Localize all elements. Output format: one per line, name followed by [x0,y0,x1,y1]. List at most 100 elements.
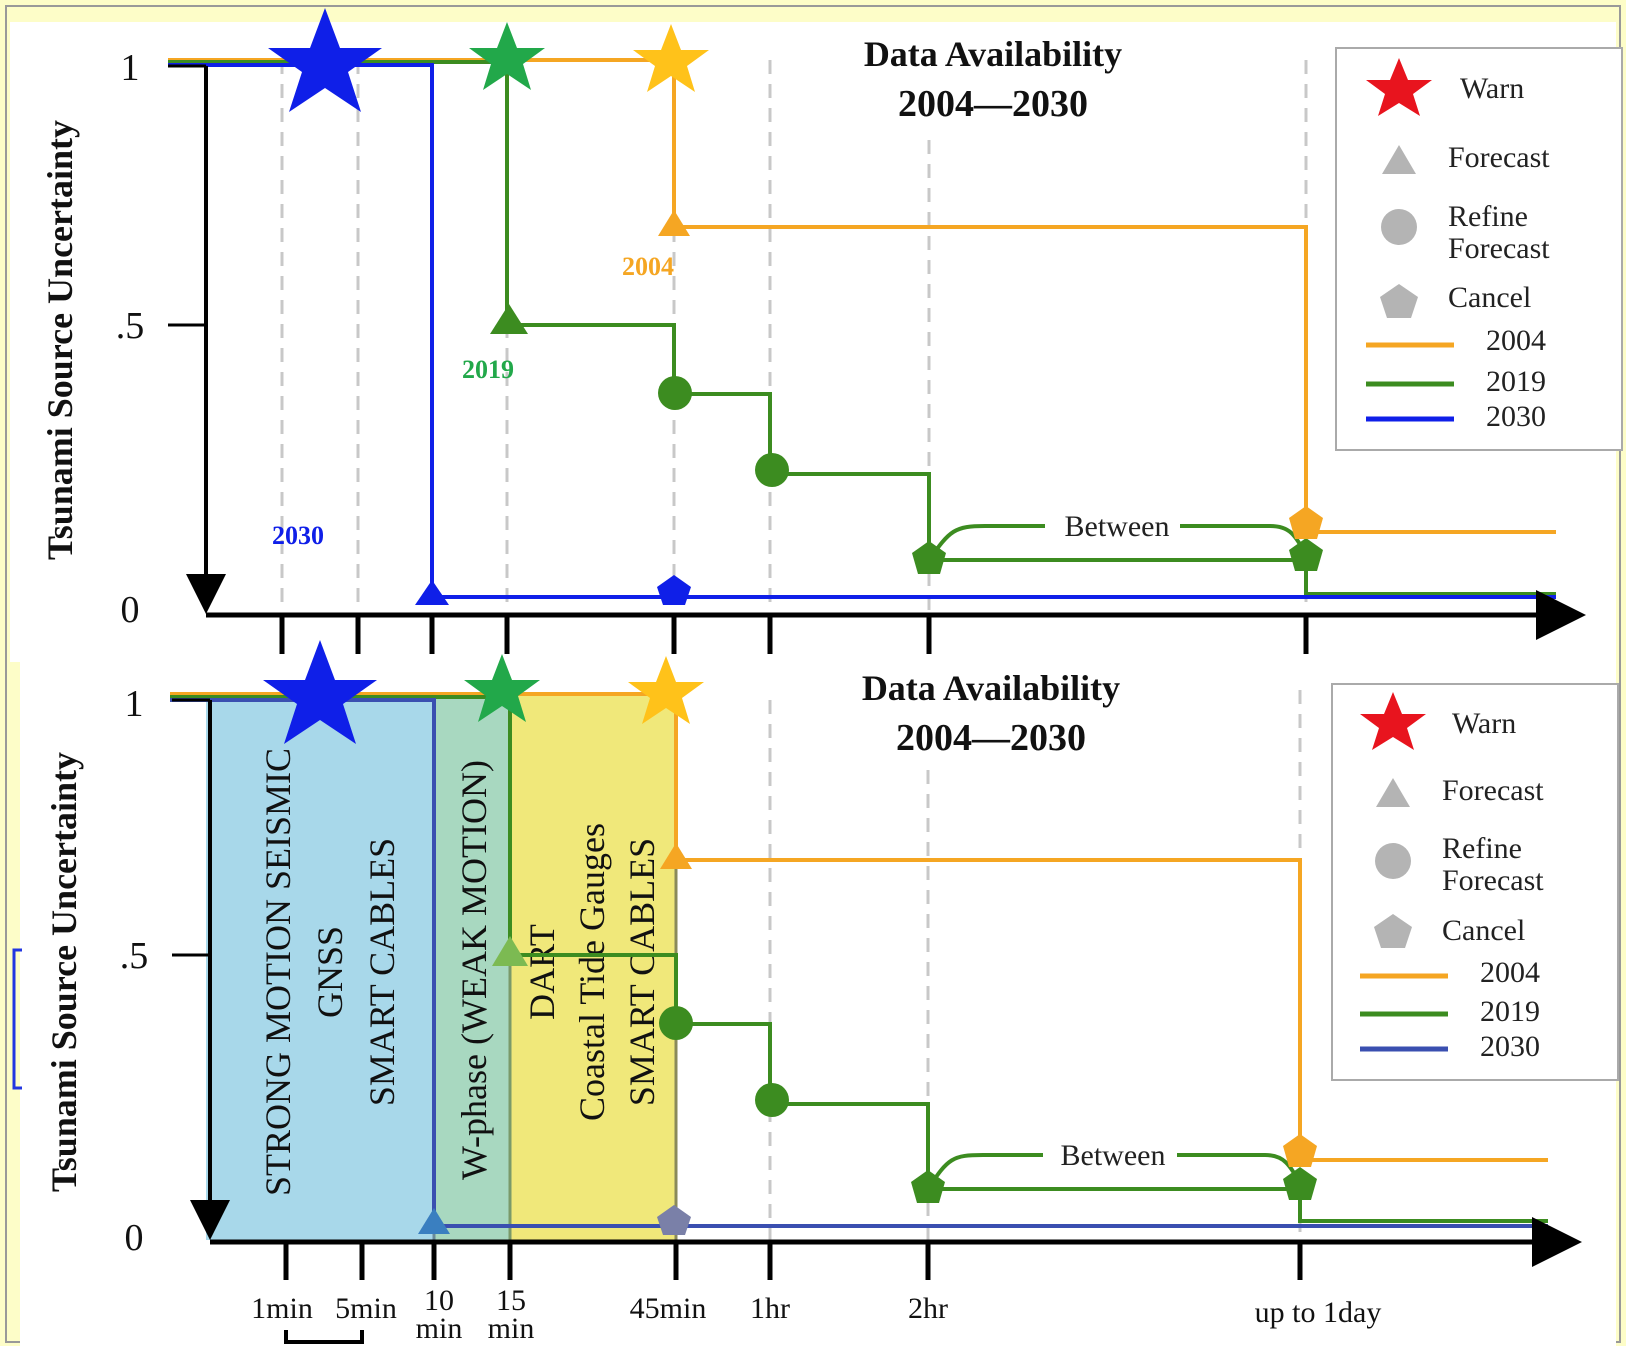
bottom-left-bracket [12,948,22,1090]
bottom-panel: STRONG MOTION SEISMIC GNSS SMART CABLES … [12,640,1619,1346]
top-ytick-label-1: 1 [121,47,140,89]
bottom-between-label: Between [1061,1139,1166,1172]
top-legend-2019-label: 2019 [1486,365,1546,398]
bottom-cancel-pentagon-2019-day [1283,1167,1317,1200]
top-chart-subtitle: 2004—2030 [898,83,1088,125]
xtick-label-15min-b: min [488,1312,535,1345]
xtick-label-10min-a: 10 [424,1284,454,1317]
top-chart-title: Data Availability [864,34,1122,74]
top-legend-2030-label: 2030 [1486,400,1546,433]
top-warn-star-2019 [469,22,545,90]
top-legend-refine-label-1: Refine [1448,200,1528,233]
bottom-refine-circle-2019-45min [659,1006,693,1040]
bottom-forecast-triangle-2019 [492,936,528,966]
top-legend-refine-icon [1381,209,1417,245]
top-x-ticks [279,615,1309,654]
xtick-label-5min: 5min [335,1292,397,1325]
bottom-cancel-pentagon-2004 [1283,1134,1317,1167]
xtick-label-1min: 1min [251,1292,313,1325]
top-legend-cancel-icon [1380,284,1418,318]
top-legend-2004-label: 2004 [1486,324,1546,357]
top-forecast-triangle-2004 [658,210,690,236]
bottom-x-ticks [283,1242,1303,1280]
top-series-2004 [168,58,1556,534]
top-legend: Warn Forecast Refine Forecast Cancel 200… [1335,47,1623,451]
bottom-region-wphase [434,696,510,1240]
top-cancel-pentagon-2004 [1289,506,1323,539]
bottom-legend-cancel-label: Cancel [1442,914,1525,947]
top-cancel-pentagon-2019-day [1289,538,1323,571]
top-refine-circle-2019-45min [658,376,692,410]
bottom-legend-2004-label: 2004 [1480,956,1540,989]
bottom-legend-forecast-label: Forecast [1442,774,1544,807]
bottom-region2-line1: W-phase (WEAK MOTION) [454,760,494,1180]
top-legend-cancel-label: Cancel [1448,281,1531,314]
bottom-legend-warn-icon [1360,692,1426,750]
bottom-cancel-pentagon-2030 [657,1205,691,1235]
top-warn-star-2030 [268,8,382,112]
x-bracket-1-5min [284,1330,364,1344]
top-ytick-label-half: .5 [116,305,145,347]
top-legend-warn-icon [1366,58,1432,116]
bottom-ytick-label-1: 1 [125,683,144,725]
xtick-label-2hr: 2hr [908,1292,948,1325]
bottom-region3-line2: Coastal Tide Gauges [572,823,612,1121]
top-warn-star-2004 [633,24,709,92]
bottom-region1-line2: GNSS [310,926,350,1018]
bottom-region1-line1: STRONG MOTION SEISMIC [258,748,298,1196]
bottom-warn-star-2019 [464,654,540,722]
bottom-legend-2030-label: 2030 [1480,1030,1540,1063]
xtick-label-1hr: 1hr [750,1292,790,1325]
bottom-forecast-triangle-2030 [418,1208,450,1234]
bottom-refine-circle-2019-1hr [755,1083,789,1117]
bottom-legend: Warn Forecast Refine Forecast Cancel 200… [1331,683,1619,1081]
top-forecast-triangle-2030 [415,580,449,605]
bottom-region-dart [510,694,676,1240]
bottom-region3-line3: SMART CABLES [622,838,662,1106]
top-legend-warn-label: Warn [1460,72,1524,105]
bottom-warn-star-2004 [628,656,704,724]
bottom-ytick-label-half: .5 [120,935,149,977]
bottom-region3-line1: DART [522,924,562,1020]
bottom-legend-refine-label-1: Refine [1442,832,1522,865]
top-panel: Between 1 .5 0 Tsunami Source Uncertaint… [10,8,1623,662]
bottom-region1-line3: SMART CABLES [362,838,402,1106]
bottom-series-2004 [170,692,1548,1162]
top-between-label: Between [1065,510,1170,543]
bottom-legend-forecast-icon [1376,778,1410,807]
bottom-region-texts: STRONG MOTION SEISMIC GNSS SMART CABLES … [258,748,662,1196]
top-refine-circle-2019-1hr [755,453,789,487]
bottom-region-strong-motion [206,700,434,1240]
top-legend-refine-label-2: Forecast [1448,232,1550,265]
top-ytick-label-0: 0 [121,589,140,631]
bottom-legend-refine-label-2: Forecast [1442,864,1544,897]
top-legend-forecast-label: Forecast [1448,141,1550,174]
bottom-chart-subtitle: 2004—2030 [896,717,1086,759]
top-cancel-pentagon-2030 [657,575,691,605]
top-legend-forecast-icon [1382,145,1416,174]
x-tick-labels: 1min 5min 10 min 15 min 45min 1hr 2hr up… [251,1284,1381,1345]
bottom-cancel-pentagon-2019-2hr [911,1170,945,1203]
bottom-chart-title: Data Availability [862,668,1120,708]
xtick-label-10min-b: min [416,1312,463,1345]
top-y-ticks [168,64,206,327]
top-forecast-triangle-2019 [490,304,528,334]
bottom-forecast-triangle-2004 [660,843,692,869]
bottom-legend-2019-label: 2019 [1480,995,1540,1028]
top-annotation-2004: 2004 [622,252,674,281]
top-y-axis-label: Tsunami Source Uncertainty [40,120,80,560]
bottom-legend-refine-icon [1375,843,1411,879]
xtick-label-45min: 45min [630,1292,707,1325]
bottom-y-axis-label: Tsunami Source Uncertainty [44,752,84,1192]
bottom-y-ticks [172,698,210,957]
bottom-ytick-label-0: 0 [125,1217,144,1259]
xtick-label-day: up to 1day [1255,1296,1382,1329]
bottom-legend-cancel-icon [1374,914,1412,948]
top-annotation-2030: 2030 [272,521,324,550]
bottom-legend-warn-label: Warn [1452,707,1516,740]
xtick-label-15min-a: 15 [496,1284,526,1317]
bottom-warn-star-2030 [263,640,377,744]
top-cancel-pentagon-2019-2hr [912,541,946,574]
top-annotation-2019: 2019 [462,355,514,384]
